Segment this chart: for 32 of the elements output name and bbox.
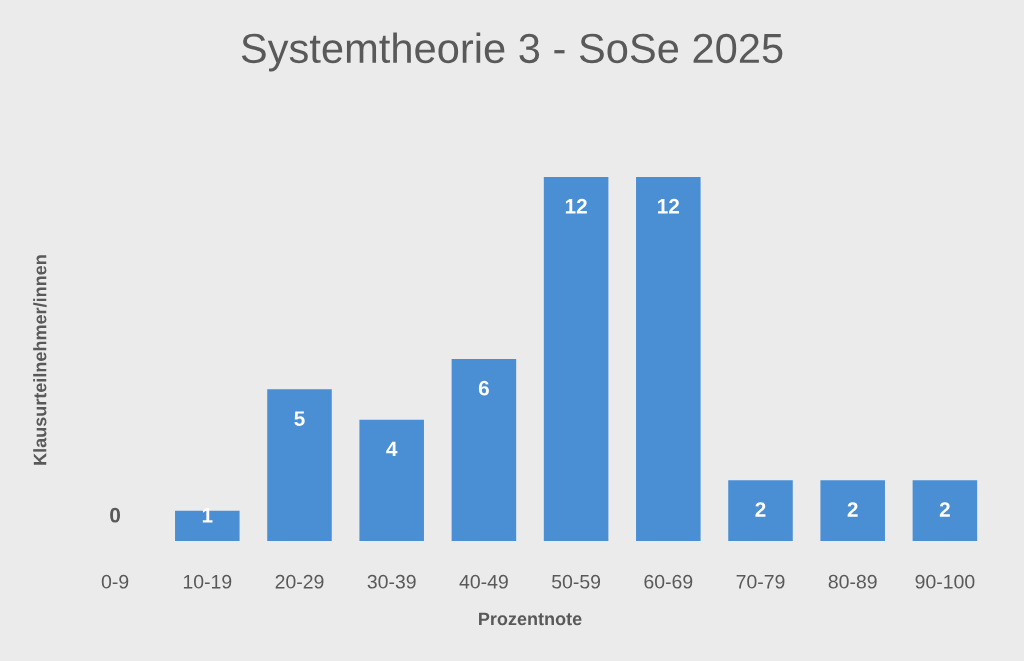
x-tick-label: 0-9 — [101, 574, 129, 589]
data-label: 0 — [110, 507, 121, 523]
bar — [175, 510, 240, 541]
chart-title: Systemtheorie 3 - SoSe 2025 — [241, 32, 783, 72]
data-label: 12 — [658, 198, 680, 214]
x-tick-label: 70-79 — [736, 574, 785, 589]
bar — [543, 177, 609, 541]
x-axis-title: Prozentnote — [479, 612, 582, 626]
data-label: 6 — [478, 380, 489, 396]
data-label: 2 — [847, 502, 858, 517]
x-tick-label: 60-69 — [644, 574, 693, 589]
data-label: 5 — [294, 411, 305, 426]
x-tick-label: 90-100 — [915, 574, 975, 589]
data-label: 2 — [755, 502, 766, 517]
bar — [636, 177, 701, 541]
bar — [451, 359, 517, 541]
x-tick-label: 50-59 — [552, 574, 601, 589]
x-tick-label: 80-89 — [828, 574, 877, 589]
x-tick-label: 40-49 — [459, 574, 508, 589]
data-label: 12 — [565, 198, 587, 214]
bar — [820, 480, 885, 541]
bar — [359, 419, 424, 541]
bar — [728, 480, 793, 541]
x-tick-label: 30-39 — [367, 574, 416, 589]
bar — [912, 480, 978, 541]
x-tick-label: 10-19 — [183, 574, 232, 589]
x-tick-label: 20-29 — [275, 574, 324, 589]
y-axis-title: Klausurteilnehmer/innen — [33, 255, 47, 465]
bar — [267, 389, 332, 541]
data-label: 4 — [386, 441, 398, 457]
data-label: 1 — [202, 508, 213, 523]
data-label: 2 — [939, 502, 950, 517]
